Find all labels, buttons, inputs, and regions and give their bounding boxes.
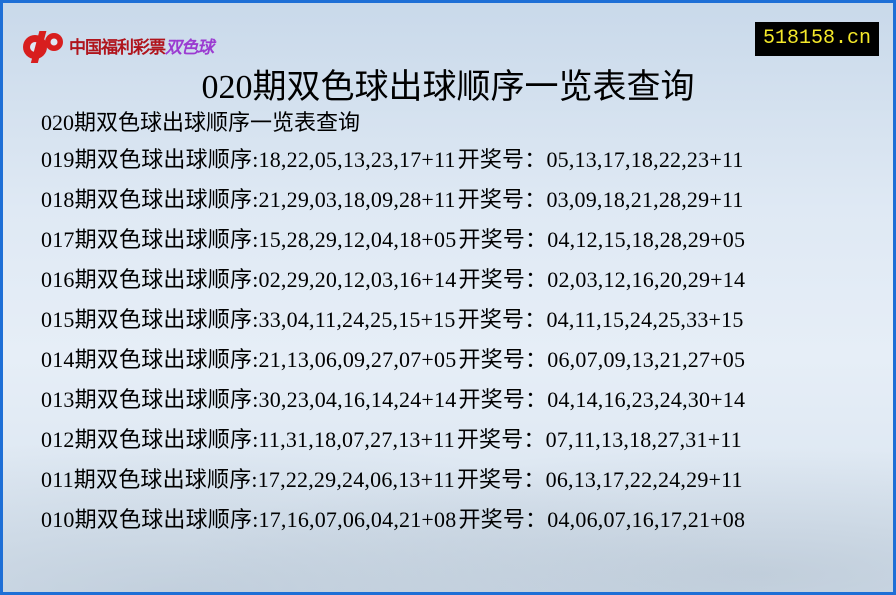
row-draw-label: 开奖号：: [457, 187, 547, 212]
subtitle: 020期双色球出球顺序一览表查询: [41, 110, 361, 135]
row-issue: 014: [41, 347, 75, 372]
row-order: 30,23,04,16,14,24+14: [258, 387, 457, 412]
row-draw-label: 开奖号：: [458, 387, 548, 412]
result-row: 015期双色球出球顺序:33,04,11,24,25,15+15开奖号：04,1…: [41, 306, 745, 346]
row-draw: 07,11,13,18,27,31+11: [545, 427, 742, 452]
row-order-label: 期双色球出球顺序:: [73, 467, 258, 492]
row-draw: 04,06,07,16,17,21+08: [547, 507, 746, 532]
row-order-label: 期双色球出球顺序:: [74, 307, 259, 332]
row-draw-label: 开奖号：: [457, 147, 547, 172]
cfp-logo-icon: [23, 31, 63, 63]
welfare-lottery-logo: 中国福利彩票 双色球: [21, 25, 214, 65]
result-row: 010期双色球出球顺序:17,16,07,06,04,21+08开奖号：04,0…: [41, 506, 745, 546]
row-issue: 019: [41, 147, 75, 172]
row-draw-label: 开奖号：: [458, 347, 548, 372]
row-order: 02,29,20,12,03,16+14: [258, 267, 457, 292]
row-draw: 04,14,16,23,24,30+14: [547, 387, 746, 412]
row-draw-label: 开奖号：: [458, 227, 548, 252]
row-order-label: 期双色球出球顺序:: [74, 427, 259, 452]
row-order-label: 期双色球出球顺序:: [74, 507, 259, 532]
row-order-label: 期双色球出球顺序:: [74, 387, 259, 412]
result-row: 012期双色球出球顺序:11,31,18,07,27,13+11开奖号：07,1…: [41, 426, 745, 466]
row-draw-label: 开奖号：: [456, 467, 546, 492]
row-issue: 018: [41, 187, 75, 212]
page-title: 020期双色球出球顺序一览表查询: [201, 69, 695, 106]
row-issue: 015: [41, 307, 75, 332]
row-order: 21,13,06,09,27,07+05: [258, 347, 457, 372]
result-row: 019期双色球出球顺序:18,22,05,13,23,17+11开奖号：05,1…: [41, 146, 745, 186]
row-issue: 016: [41, 267, 75, 292]
row-draw: 06,07,09,13,21,27+05: [547, 347, 746, 372]
row-order: 17,22,29,24,06,13+11: [257, 467, 455, 492]
row-order-label: 期双色球出球顺序:: [74, 227, 259, 252]
row-issue: 013: [41, 387, 75, 412]
row-order: 21,29,03,18,09,28+11: [258, 187, 456, 212]
row-draw: 06,13,17,22,24,29+11: [545, 467, 743, 492]
row-draw-label: 开奖号：: [458, 267, 548, 292]
row-draw-label: 开奖号：: [458, 507, 548, 532]
row-draw-label: 开奖号：: [457, 307, 547, 332]
row-order: 15,28,29,12,04,18+05: [258, 227, 457, 252]
row-order-label: 期双色球出球顺序:: [74, 147, 259, 172]
row-issue: 017: [41, 227, 75, 252]
result-row: 018期双色球出球顺序:21,29,03,18,09,28+11开奖号：03,0…: [41, 186, 745, 226]
row-order-label: 期双色球出球顺序:: [74, 347, 259, 372]
row-order-label: 期双色球出球顺序:: [74, 267, 259, 292]
row-order: 18,22,05,13,23,17+11: [258, 147, 456, 172]
site-badge: 518158.cn: [754, 22, 879, 56]
row-draw: 04,12,15,18,28,29+05: [547, 227, 746, 252]
row-order: 11,31,18,07,27,13+11: [258, 427, 455, 452]
row-issue: 012: [41, 427, 75, 452]
result-row: 016期双色球出球顺序:02,29,20,12,03,16+14开奖号：02,0…: [41, 266, 745, 306]
row-draw: 03,09,18,21,28,29+11: [546, 187, 744, 212]
row-order: 33,04,11,24,25,15+15: [258, 307, 456, 332]
row-draw-label: 开奖号：: [456, 427, 546, 452]
row-draw: 05,13,17,18,22,23+11: [546, 147, 744, 172]
result-row: 013期双色球出球顺序:30,23,04,16,14,24+14开奖号：04,1…: [41, 386, 745, 426]
results-list: 019期双色球出球顺序:18,22,05,13,23,17+11开奖号：05,1…: [41, 146, 745, 546]
result-row: 014期双色球出球顺序:21,13,06,09,27,07+05开奖号：06,0…: [41, 346, 745, 386]
logo-product: 双色球: [165, 37, 214, 58]
row-order-label: 期双色球出球顺序:: [74, 187, 259, 212]
row-issue: 011: [41, 467, 74, 492]
row-order: 17,16,07,06,04,21+08: [258, 507, 457, 532]
row-draw: 04,11,15,24,25,33+15: [546, 307, 744, 332]
logo-text: 中国福利彩票: [69, 37, 166, 58]
result-row: 017期双色球出球顺序:15,28,29,12,04,18+05开奖号：04,1…: [41, 226, 745, 266]
row-issue: 010: [41, 507, 75, 532]
background-mountains: [3, 412, 893, 592]
row-draw: 02,03,12,16,20,29+14: [547, 267, 746, 292]
result-row: 011期双色球出球顺序:17,22,29,24,06,13+11开奖号：06,1…: [41, 466, 745, 506]
